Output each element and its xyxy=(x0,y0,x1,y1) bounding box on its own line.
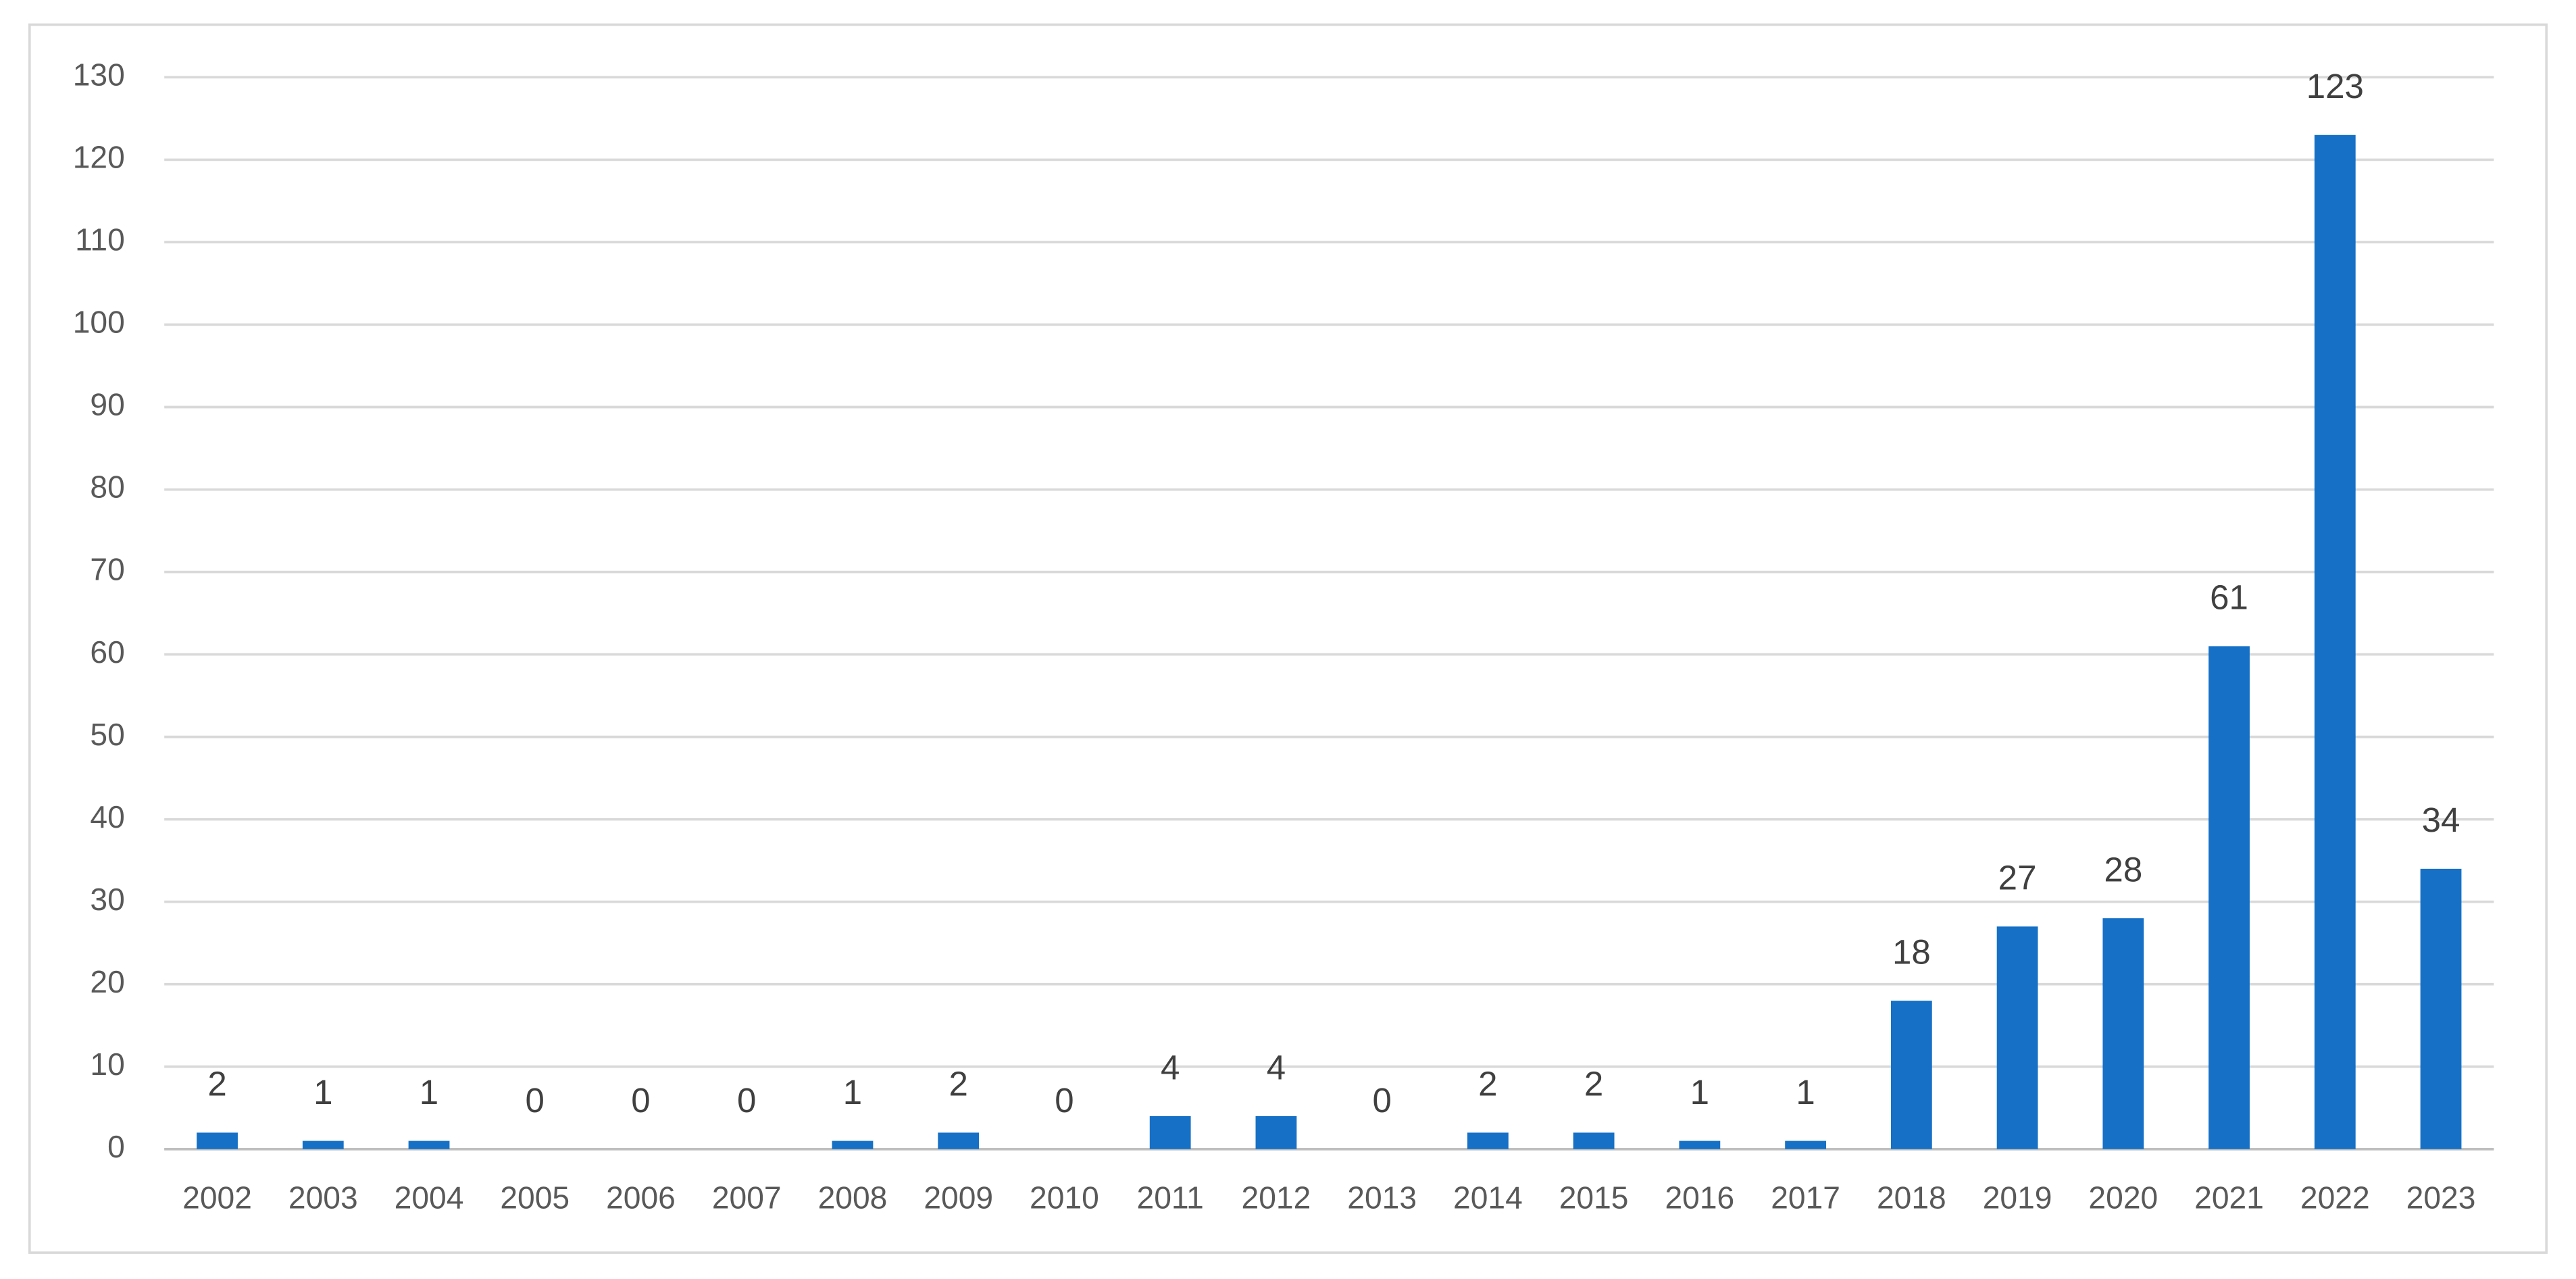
value-label: 1 xyxy=(420,1073,438,1111)
value-label: 1 xyxy=(313,1073,332,1111)
x-tick-label: 2003 xyxy=(288,1180,358,1215)
y-tick-label: 130 xyxy=(73,57,125,93)
y-tick-label: 30 xyxy=(90,882,124,917)
x-tick-label: 2014 xyxy=(1453,1180,1523,1215)
x-tick-label: 2019 xyxy=(1983,1180,2052,1215)
y-tick-label: 60 xyxy=(90,634,124,670)
value-label: 28 xyxy=(2104,850,2142,888)
value-label: 0 xyxy=(631,1081,650,1120)
y-tick-label: 50 xyxy=(90,717,124,752)
bar xyxy=(1573,1132,1615,1149)
value-label: 34 xyxy=(2422,801,2460,839)
x-tick-label: 2015 xyxy=(1559,1180,1629,1215)
y-tick-label: 120 xyxy=(73,140,125,175)
y-tick-label: 80 xyxy=(90,470,124,505)
x-tick-label: 2010 xyxy=(1030,1180,1099,1215)
value-label: 123 xyxy=(2306,67,2364,105)
bar xyxy=(1255,1115,1297,1149)
bar xyxy=(408,1140,450,1149)
x-tick-label: 2006 xyxy=(606,1180,676,1215)
value-label: 0 xyxy=(1372,1081,1391,1120)
x-tick-label: 2004 xyxy=(395,1180,464,1215)
value-label: 0 xyxy=(1055,1081,1074,1120)
x-tick-label: 2020 xyxy=(2088,1180,2158,1215)
bar xyxy=(302,1140,344,1149)
y-tick-label: 10 xyxy=(90,1047,124,1082)
value-label: 2 xyxy=(949,1065,968,1103)
bar xyxy=(938,1132,980,1149)
x-tick-label: 2018 xyxy=(1877,1180,1946,1215)
x-tick-label: 2013 xyxy=(1347,1180,1417,1215)
x-tick-label: 2023 xyxy=(2406,1180,2476,1215)
x-tick-label: 2017 xyxy=(1771,1180,1840,1215)
value-label: 0 xyxy=(737,1081,756,1120)
value-label: 18 xyxy=(1892,932,1931,971)
x-tick-label: 2007 xyxy=(712,1180,782,1215)
value-label: 27 xyxy=(1998,859,2037,897)
x-tick-label: 2008 xyxy=(818,1180,888,1215)
bar xyxy=(1467,1132,1509,1149)
bar xyxy=(2208,646,2250,1149)
bar xyxy=(1679,1140,1721,1149)
bar xyxy=(2420,868,2462,1149)
chart-border xyxy=(28,23,2548,1254)
x-tick-label: 2009 xyxy=(924,1180,993,1215)
value-label: 2 xyxy=(1478,1065,1497,1103)
bar xyxy=(1785,1140,1827,1149)
x-tick-label: 2002 xyxy=(182,1180,252,1215)
x-tick-label: 2021 xyxy=(2194,1180,2264,1215)
y-tick-label: 100 xyxy=(73,305,125,340)
value-label: 0 xyxy=(526,1081,545,1120)
y-tick-label: 20 xyxy=(90,964,124,999)
y-tick-label: 0 xyxy=(107,1129,125,1164)
y-tick-label: 90 xyxy=(90,387,124,422)
value-label: 1 xyxy=(843,1073,862,1111)
x-tick-label: 2022 xyxy=(2300,1180,2370,1215)
y-tick-label: 110 xyxy=(75,222,125,257)
x-tick-label: 2005 xyxy=(500,1180,570,1215)
value-label: 2 xyxy=(1584,1065,1603,1103)
x-tick-label: 2016 xyxy=(1665,1180,1734,1215)
bar xyxy=(832,1140,874,1149)
bar xyxy=(2314,134,2356,1149)
bar xyxy=(2102,918,2144,1149)
y-tick-label: 70 xyxy=(90,552,124,587)
value-label: 4 xyxy=(1161,1048,1180,1086)
bar xyxy=(197,1132,238,1149)
value-label: 61 xyxy=(2210,578,2248,617)
value-label: 1 xyxy=(1690,1073,1709,1111)
y-tick-label: 40 xyxy=(90,799,124,834)
value-label: 1 xyxy=(1796,1073,1815,1111)
value-label: 4 xyxy=(1267,1048,1286,1086)
x-tick-label: 2012 xyxy=(1242,1180,1311,1215)
bar xyxy=(1890,1001,1932,1149)
x-tick-label: 2011 xyxy=(1137,1180,1204,1215)
value-label: 2 xyxy=(207,1065,226,1103)
bar xyxy=(1996,926,2038,1149)
bar xyxy=(1149,1115,1191,1149)
